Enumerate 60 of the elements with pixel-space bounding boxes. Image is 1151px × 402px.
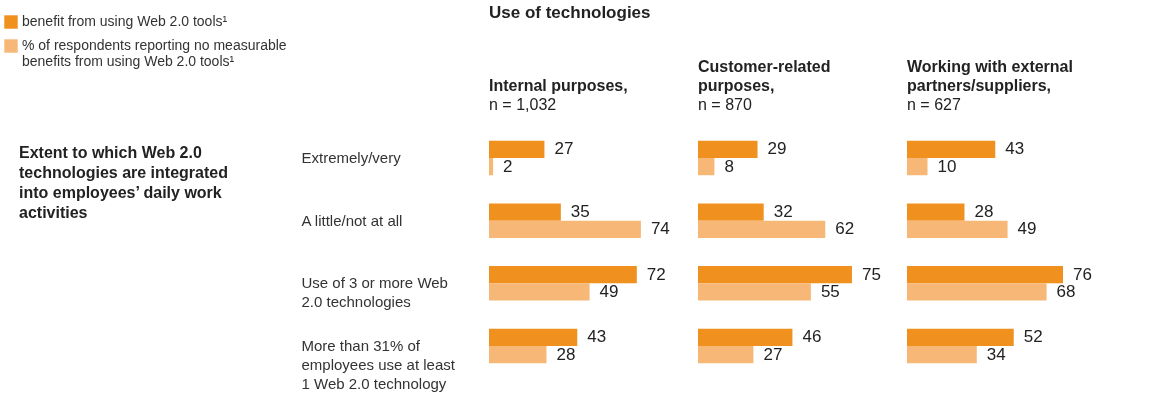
bar xyxy=(698,203,764,221)
bar xyxy=(907,328,1014,346)
bar xyxy=(907,345,977,364)
data-label: 49 xyxy=(1017,219,1037,239)
bar xyxy=(698,158,715,176)
y-tick-label: A little/not at all xyxy=(301,211,403,229)
text: Use of technologies xyxy=(489,3,651,22)
data-label: 27 xyxy=(763,344,783,364)
data-label: 28 xyxy=(556,344,576,364)
data-label: 74 xyxy=(650,219,670,239)
data-label: 75 xyxy=(861,264,881,284)
bar xyxy=(907,140,996,159)
data-label: 2 xyxy=(503,156,513,176)
bar xyxy=(489,158,494,176)
data-label: 46 xyxy=(802,327,822,347)
bar xyxy=(698,283,811,301)
chart-subtitle: n = 870 xyxy=(698,96,752,113)
data-label: 55 xyxy=(820,281,840,301)
data-label: 43 xyxy=(1005,139,1025,159)
bar xyxy=(698,328,793,346)
data-label: 43 xyxy=(587,327,607,347)
data-label: 34 xyxy=(986,344,1006,364)
data-label: 52 xyxy=(1023,327,1043,347)
bar xyxy=(907,220,1008,238)
bar xyxy=(489,328,578,346)
legend-label: % of respondents reporting no measurable benefits from using Web 2.0 tools¹ xyxy=(22,37,287,69)
data-label: 68 xyxy=(1056,281,1076,301)
bar xyxy=(698,220,826,238)
chart-title: Internal purposes, xyxy=(489,77,628,94)
bar xyxy=(489,140,545,159)
bar xyxy=(907,203,965,221)
data-label: 49 xyxy=(599,281,619,301)
bar xyxy=(907,283,1047,301)
bar xyxy=(698,266,852,284)
data-label: 29 xyxy=(767,139,787,159)
data-label: 32 xyxy=(773,202,793,222)
data-label: 76 xyxy=(1073,264,1092,284)
data-label: 62 xyxy=(835,219,855,239)
bar xyxy=(489,266,637,284)
bar xyxy=(489,203,561,221)
bar xyxy=(698,140,758,159)
bar xyxy=(907,158,928,176)
data-label: 35 xyxy=(570,202,590,222)
bar xyxy=(489,283,590,301)
bar xyxy=(698,345,754,364)
y-tick-label: More than 31% of employees use at least 1 Web 2.0 technology xyxy=(301,336,456,392)
bar xyxy=(489,220,641,238)
chart-subtitle: n = 627 xyxy=(907,96,961,113)
data-label: 10 xyxy=(937,156,957,176)
legend-label: benefit from using Web 2.0 tools¹ xyxy=(22,13,228,29)
y-tick-label: Use of 3 or more Web 2.0 technologies xyxy=(301,274,448,311)
text: Extent to which Web 2.0 technologies are integrated into employees’ daily work activities xyxy=(19,144,228,221)
data-label: 72 xyxy=(646,264,666,284)
data-label: 27 xyxy=(554,139,574,159)
chart-subtitle: n = 1,032 xyxy=(489,96,557,113)
y-tick-label: Extremely/very xyxy=(301,149,402,167)
data-label: 28 xyxy=(974,202,994,222)
data-label: 8 xyxy=(724,156,734,176)
bar xyxy=(907,266,1063,284)
bar xyxy=(489,345,547,364)
